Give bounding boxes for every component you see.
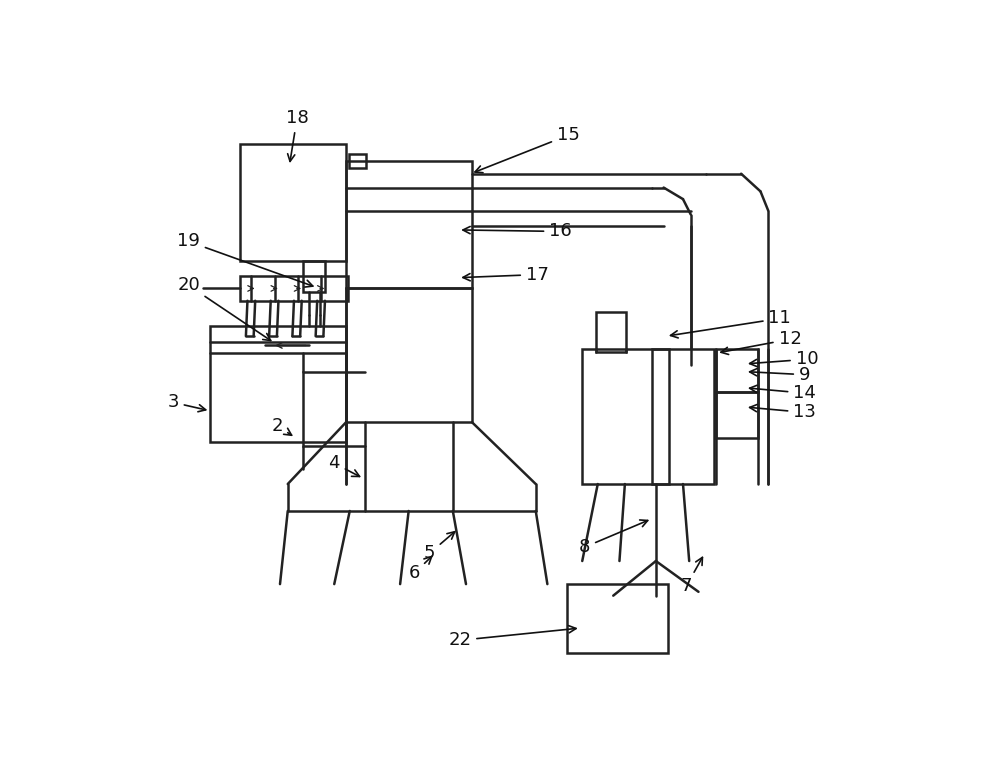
Text: 9: 9 — [750, 366, 810, 384]
Text: 22: 22 — [448, 626, 576, 649]
Text: 14: 14 — [750, 384, 816, 402]
Text: 15: 15 — [475, 126, 580, 173]
Text: 4: 4 — [328, 454, 360, 476]
Text: 12: 12 — [721, 330, 801, 355]
Bar — [210, 326, 346, 441]
Bar — [346, 288, 472, 422]
Bar — [652, 349, 669, 484]
Text: 20: 20 — [177, 276, 271, 340]
Text: 3: 3 — [167, 393, 206, 412]
Bar — [582, 349, 714, 484]
Bar — [716, 392, 758, 438]
Text: 6: 6 — [408, 556, 432, 582]
Text: 16: 16 — [463, 222, 572, 240]
Text: 11: 11 — [671, 310, 791, 338]
Text: 8: 8 — [579, 520, 648, 556]
Bar — [349, 154, 366, 168]
Bar — [567, 584, 668, 654]
Bar — [303, 372, 346, 445]
Bar — [240, 276, 348, 301]
Text: 19: 19 — [177, 232, 313, 287]
Text: 17: 17 — [463, 266, 549, 284]
Text: 10: 10 — [750, 350, 818, 368]
Text: 7: 7 — [680, 557, 702, 595]
Bar — [240, 144, 346, 261]
Text: 13: 13 — [750, 403, 816, 422]
Text: 5: 5 — [424, 532, 455, 562]
Bar — [596, 312, 626, 352]
Bar — [303, 261, 325, 291]
Text: 18: 18 — [286, 110, 308, 161]
Text: 2: 2 — [271, 416, 292, 435]
Bar — [716, 349, 758, 392]
Bar — [346, 161, 472, 288]
